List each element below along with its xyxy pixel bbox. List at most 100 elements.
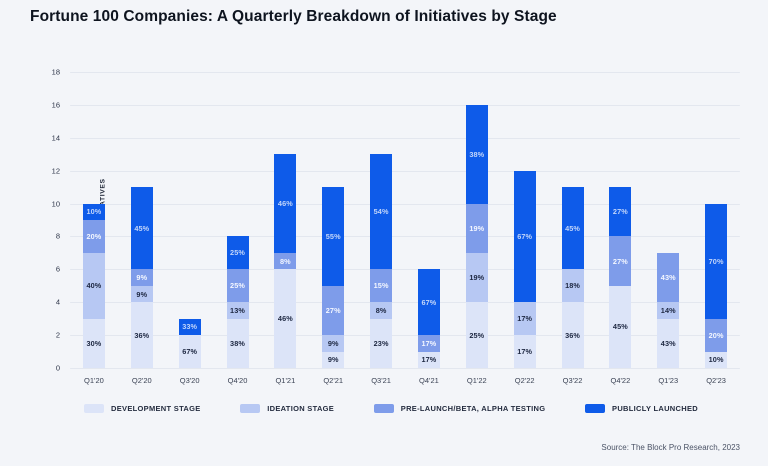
bar-segment: 67% — [417, 269, 440, 336]
bar-segment: 30% — [82, 318, 105, 368]
stacked-bar: 36% 18% 45% — [561, 187, 584, 368]
bar-segment: 8% — [370, 302, 393, 319]
x-axis-tick: Q3'20 — [179, 376, 200, 385]
x-axis-tick: Q2'21 — [323, 376, 344, 385]
bar-column: 17% 17% 67% Q2'22 — [501, 72, 549, 385]
y-axis-tick: 18 — [51, 67, 60, 77]
bar-segment: 19% — [465, 252, 488, 303]
bar-segment: 25% — [226, 236, 249, 270]
grid-line — [70, 104, 740, 106]
x-axis-tick: Q1'21 — [275, 376, 296, 385]
bar-segment: 45% — [609, 285, 632, 368]
stacked-bar: 9% 9% 27% 55% — [322, 187, 345, 368]
bar-column: 9% 9% 27% 55% Q2'21 — [309, 72, 357, 385]
bar-segment: 20% — [82, 220, 105, 253]
bar-segment: 15% — [370, 269, 393, 303]
stacked-bar: 45% 27% 27% — [609, 187, 632, 368]
chart-title: Fortune 100 Companies: A Quarterly Break… — [30, 8, 557, 25]
legend: DEVELOPMENT STAGE IDEATION STAGE PRE-LAUNC… — [84, 404, 698, 413]
bar-column: 23% 8% 15% 54% Q3'21 — [357, 72, 405, 385]
bar-segment: 45% — [561, 187, 584, 270]
stacked-bar: 17% 17% 67% — [417, 269, 440, 368]
bar-column: 46% 8% 46% Q1'21 — [261, 72, 309, 385]
y-axis-tick: 4 — [55, 297, 60, 307]
legend-label: PRE-LAUNCH/BETA, ALPHA TESTING — [400, 404, 546, 413]
bar-segment: 19% — [465, 203, 488, 253]
bar-segment: 36% — [130, 302, 153, 368]
bar-segment: 17% — [417, 351, 440, 368]
x-axis-tick: Q1'23 — [658, 376, 679, 385]
x-axis-tick: Q4'22 — [610, 376, 631, 385]
stacked-bar: 36% 9% 9% 45% — [130, 187, 153, 368]
bar-segment: 33% — [178, 318, 201, 336]
bar-column: 38% 13% 25% 25% Q4'20 — [214, 72, 262, 385]
bar-segment: 17% — [513, 335, 536, 368]
bar-segment: 17% — [513, 302, 536, 336]
bar-segment: 38% — [465, 104, 488, 204]
bar-column: 36% 9% 9% 45% Q2'20 — [118, 72, 166, 385]
bar-segment: 20% — [705, 318, 728, 352]
bar-segment: 10% — [705, 351, 728, 368]
legend-swatch-icon — [373, 404, 394, 413]
bar-segment: 46% — [274, 154, 297, 253]
x-axis-tick: Q1'20 — [84, 376, 104, 385]
bar-column: 43% 14% 43% Q1'23 — [644, 72, 692, 385]
grid-line — [70, 302, 740, 304]
bar-column: 67% 33% Q3'20 — [166, 72, 214, 385]
bar-segment: 70% — [705, 203, 728, 319]
grid-line — [70, 335, 740, 337]
bar-column: 25% 19% 19% 38% Q1'22 — [453, 72, 501, 385]
legend-swatch-icon — [585, 404, 606, 413]
y-axis-tick: 2 — [55, 330, 60, 340]
bar-segment: 25% — [465, 302, 488, 368]
bar-segment: 27% — [322, 285, 345, 336]
stacked-bar: 25% 19% 19% 38% — [465, 104, 488, 368]
bar-segment: 10% — [82, 203, 105, 221]
x-axis-tick: Q4'21 — [419, 376, 439, 385]
bar-segment: 54% — [370, 154, 393, 270]
bar-segment: 9% — [322, 335, 345, 352]
legend-swatch-icon — [84, 404, 104, 413]
legend-item: PUBLICLY LAUNCHED — [585, 404, 698, 413]
y-axis-tick: 12 — [51, 166, 60, 176]
grid-line — [70, 368, 740, 369]
grid-line — [70, 269, 740, 271]
bar-segment: 13% — [226, 302, 249, 319]
x-axis-tick: Q3'22 — [562, 376, 583, 385]
stacked-bar: 46% 8% 46% — [274, 154, 297, 368]
bar-segment: 67% — [513, 170, 536, 303]
x-axis-tick: Q3'21 — [371, 376, 391, 385]
bar-segment: 9% — [130, 285, 153, 303]
bar-segment: 25% — [226, 269, 249, 303]
y-axis-tick: 16 — [51, 100, 60, 110]
bar-segment: 9% — [130, 269, 153, 286]
bar-segment: 45% — [130, 187, 153, 270]
bar-segment: 23% — [370, 318, 393, 368]
bar-segment: 9% — [322, 351, 345, 368]
y-axis-tick: 8 — [55, 231, 60, 241]
x-axis-tick: Q2'20 — [131, 376, 152, 385]
grid-line — [70, 236, 740, 238]
legend-label: DEVELOPMENT STAGE — [111, 404, 201, 413]
stacked-bar: 67% 33% — [178, 318, 201, 368]
x-axis-tick: Q4'20 — [227, 376, 248, 385]
x-axis-tick: Q2'23 — [706, 376, 726, 385]
stacked-bar: 23% 8% 15% 54% — [370, 154, 393, 368]
bar-column: 36% 18% 45% Q3'22 — [549, 72, 597, 385]
source-note: Source: The Block Pro Research, 2023 — [601, 443, 740, 452]
stacked-bar: 38% 13% 25% 25% — [226, 236, 249, 368]
bar-column: 30% 40% 20% 10% Q1'20 — [70, 72, 118, 385]
stacked-bar: 10% 20% 70% — [705, 203, 728, 368]
stacked-bar: 30% 40% 20% 10% — [82, 203, 105, 368]
bar-column: 45% 27% 27% Q4'22 — [596, 72, 644, 385]
stacked-bar: 17% 17% 67% — [513, 170, 536, 368]
y-axis-tick: 14 — [51, 133, 60, 143]
y-axis-tick: 6 — [55, 264, 60, 274]
bar-segment: 67% — [178, 335, 201, 368]
bar-segment: 27% — [609, 236, 632, 286]
x-axis-tick: Q1'22 — [466, 376, 487, 385]
grid-line — [70, 203, 740, 205]
y-axis-tick: 0 — [55, 363, 60, 373]
